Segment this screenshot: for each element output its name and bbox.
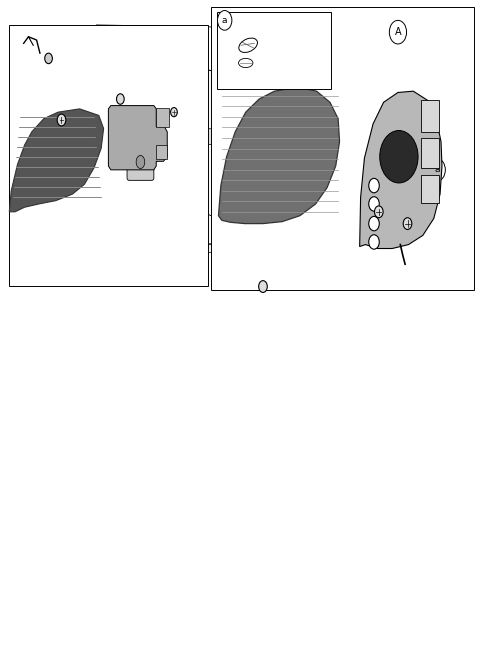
Circle shape (429, 159, 445, 181)
Polygon shape (360, 91, 442, 248)
Polygon shape (27, 66, 368, 251)
Polygon shape (108, 106, 167, 170)
FancyBboxPatch shape (421, 175, 439, 202)
FancyBboxPatch shape (156, 145, 167, 160)
Polygon shape (153, 125, 196, 144)
Circle shape (170, 108, 177, 117)
Text: 92126A: 92126A (234, 60, 267, 69)
Circle shape (259, 281, 267, 292)
Text: 92411A
92421D: 92411A 92421D (107, 82, 141, 101)
Polygon shape (40, 170, 62, 210)
FancyBboxPatch shape (211, 7, 474, 290)
Ellipse shape (287, 233, 330, 256)
Ellipse shape (239, 38, 257, 53)
Circle shape (255, 252, 263, 263)
Polygon shape (115, 125, 150, 144)
Polygon shape (9, 109, 104, 212)
Text: 92453
92454: 92453 92454 (141, 185, 168, 205)
Circle shape (380, 131, 418, 183)
FancyBboxPatch shape (421, 138, 439, 168)
Circle shape (389, 20, 407, 44)
Text: 87125G: 87125G (364, 208, 399, 217)
Circle shape (278, 71, 296, 95)
Circle shape (369, 216, 379, 231)
Ellipse shape (295, 237, 322, 252)
Circle shape (117, 94, 124, 104)
Ellipse shape (55, 244, 100, 269)
Text: a: a (222, 16, 228, 25)
Text: a: a (434, 166, 440, 174)
Circle shape (374, 206, 383, 217)
Text: A: A (284, 78, 290, 87)
Circle shape (369, 235, 379, 249)
Polygon shape (46, 248, 116, 260)
FancyBboxPatch shape (217, 12, 331, 89)
Circle shape (45, 53, 52, 64)
FancyBboxPatch shape (9, 25, 208, 286)
Ellipse shape (63, 248, 91, 264)
Polygon shape (198, 127, 235, 147)
Text: A: A (395, 27, 401, 37)
Polygon shape (63, 119, 359, 250)
Text: 87126: 87126 (423, 223, 450, 233)
Ellipse shape (136, 156, 145, 169)
Text: 92405
92406: 92405 92406 (27, 266, 54, 286)
Polygon shape (269, 237, 345, 251)
Polygon shape (52, 116, 92, 183)
Circle shape (369, 196, 379, 211)
Text: 92401B
92402B: 92401B 92402B (221, 185, 254, 205)
Ellipse shape (345, 143, 360, 157)
Polygon shape (84, 66, 363, 171)
Circle shape (369, 178, 379, 193)
FancyBboxPatch shape (127, 144, 154, 180)
Text: 86910: 86910 (250, 268, 277, 277)
Polygon shape (94, 128, 112, 147)
Text: VIEW: VIEW (363, 28, 387, 37)
Text: 97714L: 97714L (52, 184, 84, 193)
Circle shape (217, 11, 232, 30)
Text: 92125C: 92125C (280, 45, 313, 55)
Text: 92455B
87259A: 92455B 87259A (110, 136, 143, 155)
FancyBboxPatch shape (421, 101, 439, 132)
FancyBboxPatch shape (156, 108, 169, 127)
Polygon shape (218, 87, 339, 223)
Text: 1244BD
1244BG: 1244BD 1244BG (167, 137, 202, 156)
Polygon shape (29, 116, 92, 227)
Circle shape (403, 217, 412, 229)
Ellipse shape (239, 58, 253, 68)
Polygon shape (27, 212, 364, 258)
Circle shape (57, 114, 66, 126)
